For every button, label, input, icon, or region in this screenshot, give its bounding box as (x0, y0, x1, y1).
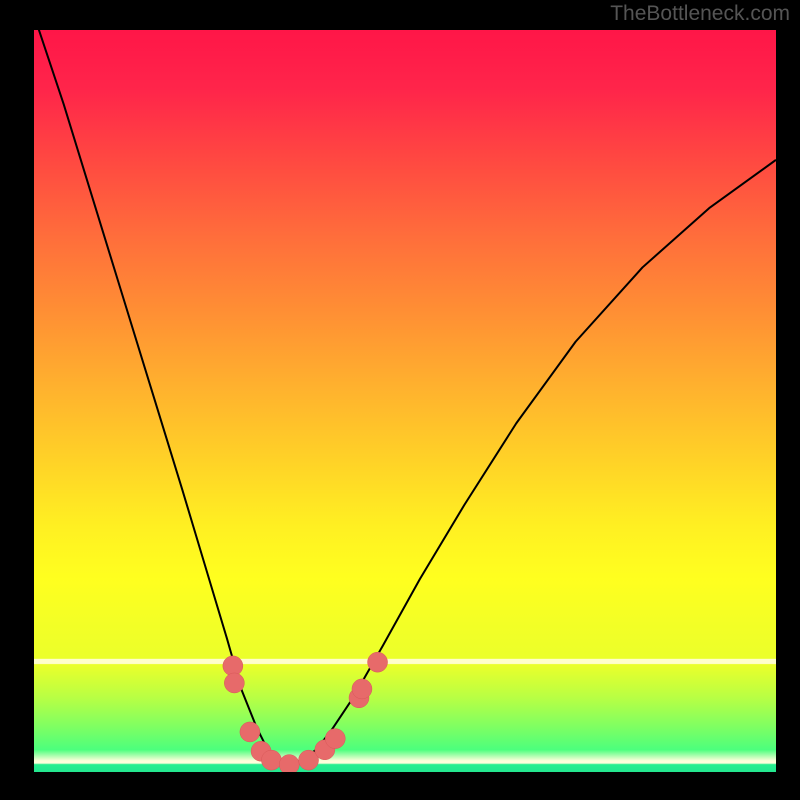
marker-dot (240, 722, 260, 742)
marker-dot (261, 750, 281, 770)
chart-plot (34, 30, 776, 772)
marker-dot (224, 673, 244, 693)
marker-dot (325, 729, 345, 749)
marker-dot (368, 652, 388, 672)
gradient-background (34, 30, 776, 772)
watermark-text: TheBottleneck.com (610, 2, 790, 26)
marker-dot (352, 679, 372, 699)
marker-dot (279, 755, 299, 772)
chart-svg (34, 30, 776, 772)
